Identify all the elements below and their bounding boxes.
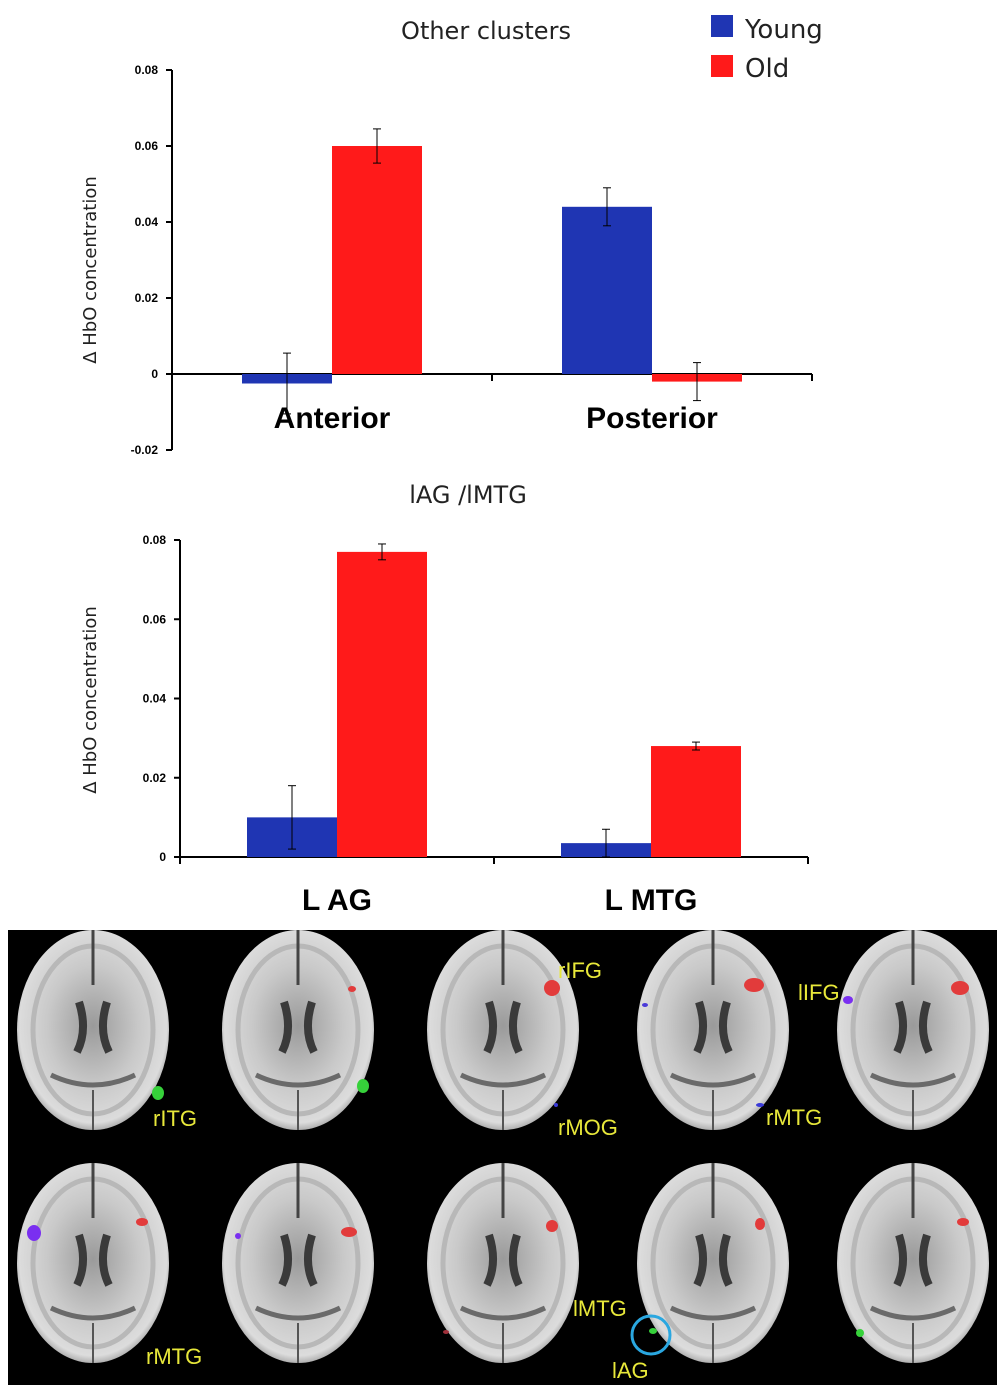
chart-title: lAG /lMTG bbox=[409, 481, 527, 509]
legend-label-young: Young bbox=[744, 15, 823, 45]
brain-slice bbox=[222, 930, 374, 1130]
cluster-extra-2 bbox=[443, 1330, 449, 1334]
legend-label-old: Old bbox=[745, 54, 789, 84]
lag-highlight-circle bbox=[630, 1314, 672, 1356]
cluster-lifg-3 bbox=[235, 1233, 241, 1239]
category-label: Posterior bbox=[586, 402, 718, 435]
chart-other-clusters: Other clusters Δ HbO concentration -0.02… bbox=[80, 17, 813, 457]
brain-slice bbox=[17, 1163, 169, 1363]
legend: Young Old bbox=[711, 15, 823, 84]
cluster-lifg-4 bbox=[642, 1003, 648, 1007]
y-tick-label: 0.04 bbox=[143, 692, 167, 706]
y-tick-label: 0.02 bbox=[135, 291, 159, 305]
y-tick-label: 0 bbox=[151, 367, 158, 381]
cluster-ritg bbox=[152, 1086, 164, 1100]
brain-label-lifg: lIFG bbox=[798, 980, 840, 1005]
brain-label-rifg: rIFG bbox=[558, 958, 602, 983]
chart-title: Other clusters bbox=[401, 17, 571, 45]
brain-slice bbox=[427, 1163, 579, 1363]
cluster-lifg-2 bbox=[27, 1225, 41, 1241]
category-label: L MTG bbox=[605, 884, 698, 917]
brain-slice bbox=[837, 1163, 989, 1363]
brain-slice bbox=[637, 930, 789, 1130]
brain-slices-panel: rITG rIFG rMOG rMTG lIFG rMTG lMTG lAG bbox=[8, 930, 997, 1385]
bar-old-0 bbox=[337, 551, 427, 857]
brain-slice bbox=[427, 930, 579, 1130]
brain-slice bbox=[637, 1163, 789, 1363]
cluster-lag bbox=[649, 1328, 657, 1334]
cluster-rifg-4 bbox=[951, 981, 969, 995]
cluster-rifg-6 bbox=[341, 1227, 357, 1237]
cluster-rifg-2 bbox=[544, 980, 560, 996]
cluster-rifg-9 bbox=[957, 1218, 969, 1226]
brain-slice bbox=[222, 1163, 374, 1363]
category-label: Anterior bbox=[274, 402, 391, 435]
y-axis-label: Δ HbO concentration bbox=[80, 606, 101, 794]
y-tick-label: 0.04 bbox=[135, 215, 159, 229]
y-tick-label: 0.02 bbox=[143, 771, 167, 785]
brain-labels: rITG rIFG rMOG rMTG lIFG rMTG lMTG lAG bbox=[146, 958, 840, 1383]
activation-clusters bbox=[27, 978, 969, 1337]
brain-label-rmog: rMOG bbox=[558, 1115, 618, 1140]
cluster-rifg-1 bbox=[348, 986, 356, 992]
brain-slices-image: rITG rIFG rMOG rMTG lIFG rMTG lMTG lAG bbox=[17, 930, 989, 1383]
brain-slice bbox=[17, 930, 169, 1130]
y-tick-label: -0.02 bbox=[131, 443, 159, 457]
cluster-lifg-1 bbox=[843, 996, 853, 1004]
brain-label-lag: lAG bbox=[612, 1358, 649, 1383]
brain-label-rmtg-2: rMTG bbox=[146, 1344, 202, 1369]
brain-slices bbox=[17, 930, 989, 1363]
cluster-extra bbox=[856, 1329, 864, 1337]
cluster-rifg-3 bbox=[744, 978, 764, 992]
plot-area: -0.02 0 0.02 0.04 0.06 0.08 Anterior Posterior bbox=[131, 63, 813, 457]
charts-area: Other clusters Δ HbO concentration -0.02… bbox=[80, 15, 823, 917]
y-axis-label: Δ HbO concentration bbox=[80, 176, 101, 364]
bar-young-1 bbox=[562, 206, 652, 374]
cluster-ritg-2 bbox=[357, 1079, 369, 1093]
y-tick-label: 0.06 bbox=[135, 139, 159, 153]
brain-label-rmtg: rMTG bbox=[766, 1105, 822, 1130]
category-label: L AG bbox=[302, 884, 372, 917]
legend-swatch-old bbox=[711, 55, 733, 77]
cluster-rifg-7 bbox=[546, 1220, 558, 1232]
plot-area: 0 0.02 0.04 0.06 0.08 L AG L MTG bbox=[143, 533, 809, 917]
brain-label-lmtg: lMTG bbox=[573, 1296, 627, 1321]
bar-old-0 bbox=[332, 146, 422, 374]
y-tick-label: 0 bbox=[159, 850, 166, 864]
y-tick-label: 0.06 bbox=[143, 612, 167, 626]
chart-lag-lmtg: lAG /lMTG Δ HbO concentration 00.020.040… bbox=[80, 481, 809, 917]
y-tick-label: 0.08 bbox=[143, 533, 167, 547]
cluster-rmtg bbox=[756, 1103, 764, 1107]
y-tick-label: 0.08 bbox=[135, 63, 159, 77]
legend-swatch-young bbox=[711, 15, 733, 37]
brain-label-ritg: rITG bbox=[153, 1106, 197, 1131]
cluster-rifg-5 bbox=[136, 1218, 148, 1226]
bar-old-1 bbox=[651, 746, 741, 857]
cluster-rmog bbox=[554, 1103, 558, 1107]
brain-slice bbox=[837, 930, 989, 1130]
cluster-rifg-8 bbox=[755, 1218, 765, 1230]
